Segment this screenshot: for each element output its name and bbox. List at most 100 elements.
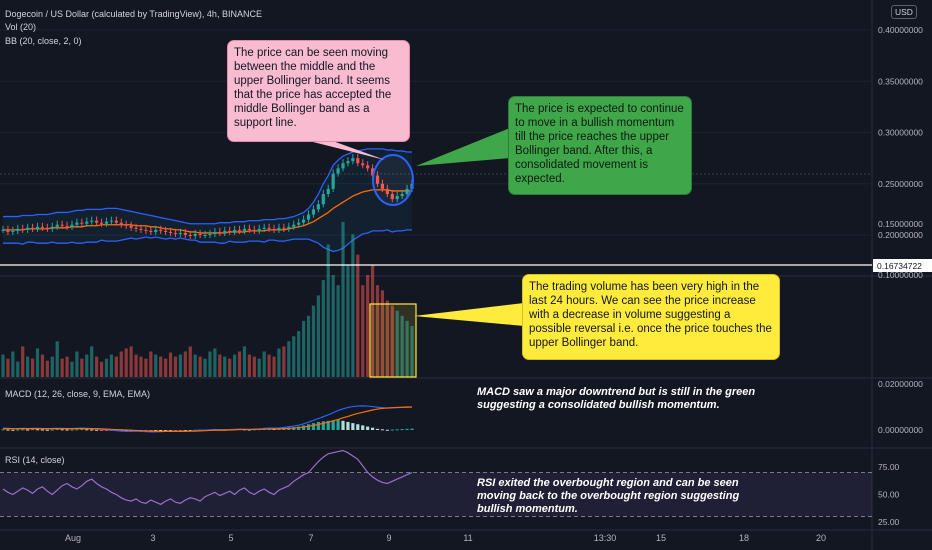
macd-histogram-bar: [370, 427, 375, 430]
candle-body: [385, 188, 389, 194]
annotation-bullish-expectation[interactable]: The price is expected to continue to mov…: [508, 96, 692, 195]
annotation-bollinger-support[interactable]: The price can be seen moving between the…: [227, 40, 410, 142]
volume-bar: [341, 221, 345, 377]
volume-bar: [390, 305, 394, 377]
time-tick-label: 20: [816, 533, 826, 543]
volume-bar: [178, 354, 182, 377]
macd-histogram-bar: [168, 430, 173, 431]
candle-body: [346, 161, 350, 164]
candle-body: [208, 233, 212, 235]
macd-histogram-bar: [361, 425, 365, 430]
candle-body: [218, 231, 222, 233]
volume-bar: [173, 356, 178, 377]
macd-histogram-bar: [321, 421, 325, 430]
volume-bar: [242, 346, 247, 377]
candle-body: [257, 228, 261, 231]
volume-bar: [237, 351, 242, 377]
candle-body: [85, 221, 89, 224]
time-tick-label: Aug: [65, 533, 81, 543]
volume-bar: [124, 348, 128, 377]
time-tick-label: 9: [386, 533, 391, 543]
candle-body: [70, 224, 74, 227]
candle-body: [375, 175, 380, 184]
volume-bar: [395, 310, 399, 377]
macd-histogram-bar: [104, 430, 109, 431]
candle-body: [114, 220, 118, 223]
bb-indicator-label[interactable]: BB (20, close, 2, 0): [5, 36, 82, 46]
candle-body: [287, 226, 291, 229]
candle-body: [178, 232, 182, 234]
candle-body: [203, 235, 207, 236]
candle-body: [336, 168, 340, 174]
rsi-tick-label: 50.00: [878, 490, 900, 500]
candle-body: [213, 231, 217, 234]
candle-body: [144, 229, 148, 231]
macd-histogram-bar: [183, 430, 187, 431]
macd-histogram-bar: [292, 427, 296, 430]
volume-bar: [6, 358, 10, 377]
volume-bar: [400, 315, 404, 377]
annotation-rsi: RSI exited the overbought region and can…: [477, 477, 740, 515]
volume-bar: [311, 305, 316, 377]
volume-bar: [292, 336, 296, 377]
volume-bar: [257, 358, 261, 377]
candle-body: [237, 229, 242, 231]
volume-bar: [321, 280, 325, 377]
volume-bar: [331, 275, 335, 377]
candle-body: [16, 228, 20, 231]
volume-bar: [277, 348, 281, 377]
macd-histogram-bar: [326, 420, 330, 430]
annotation-volume[interactable]: The trading volume has been very high in…: [522, 274, 780, 360]
candle-body: [282, 227, 286, 229]
candle-body: [65, 225, 69, 227]
macd-histogram-bar: [85, 429, 89, 431]
volume-bar: [366, 275, 370, 377]
candle-body: [149, 230, 153, 232]
last-price-tag: [873, 259, 932, 272]
macd-histogram-bar: [154, 430, 158, 431]
volume-tick-label: 0.10000000: [878, 270, 923, 280]
volume-bar: [223, 356, 227, 377]
candle-body: [233, 229, 237, 232]
candle-body: [183, 232, 187, 235]
time-tick-label: 15: [656, 533, 666, 543]
volume-bar: [16, 361, 20, 377]
macd-histogram-bar: [375, 428, 380, 430]
macd-histogram-bar: [26, 429, 30, 431]
macd-indicator-label[interactable]: MACD (12, 26, close, 9, EMA, EMA): [5, 389, 151, 399]
macd-histogram-bar: [80, 429, 84, 431]
yellow-callout-pointer: [414, 303, 524, 326]
volume-bar: [301, 320, 306, 377]
candle-body: [341, 163, 345, 169]
candle-body: [21, 228, 25, 230]
volume-bar: [65, 356, 69, 377]
rsi-indicator-label[interactable]: RSI (14, close): [5, 455, 65, 465]
currency-button[interactable]: USD: [891, 5, 917, 19]
volume-bar: [297, 331, 301, 377]
candle-body: [380, 183, 385, 189]
volume-bar: [385, 300, 389, 377]
time-tick-label: 13:30: [594, 533, 617, 543]
vol-indicator-label[interactable]: Vol (20): [5, 22, 37, 32]
candle-body: [400, 194, 404, 197]
candle-body: [139, 228, 143, 230]
macd-histogram-bar: [341, 420, 345, 430]
macd-histogram-bar: [331, 420, 335, 430]
candle-body: [173, 232, 178, 234]
macd-histogram-bar: [11, 429, 15, 431]
volume-bar: [80, 358, 84, 377]
volume-bar: [208, 351, 212, 377]
rsi-band-fill: [0, 472, 872, 517]
macd-histogram-bar: [346, 421, 350, 430]
candle-body: [60, 224, 64, 226]
volume-bar: [183, 351, 187, 377]
candle-body: [292, 224, 296, 227]
volume-bar: [154, 354, 158, 377]
time-tick-label: 18: [739, 533, 749, 543]
volume-bar: [287, 341, 291, 377]
volume-bar: [282, 346, 286, 377]
time-tick-label: 5: [228, 533, 233, 543]
candle-body: [277, 227, 281, 230]
volume-bar: [129, 346, 133, 377]
